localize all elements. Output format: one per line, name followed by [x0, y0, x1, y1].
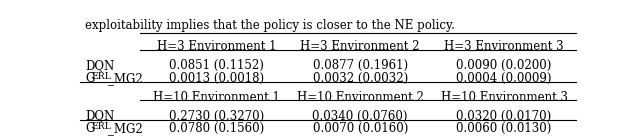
Text: 0.0320 (0.0170): 0.0320 (0.0170)	[456, 109, 552, 123]
Text: ERL: ERL	[92, 72, 111, 81]
Text: ⁠_MG2: ⁠_MG2	[108, 122, 143, 135]
Text: 0.0780 (0.1560): 0.0780 (0.1560)	[169, 122, 264, 135]
Text: 0.0851 (0.1152): 0.0851 (0.1152)	[169, 59, 264, 72]
Text: 0.0340 (0.0760): 0.0340 (0.0760)	[312, 109, 408, 123]
Text: 0.0013 (0.0018): 0.0013 (0.0018)	[169, 72, 264, 85]
Text: G: G	[85, 72, 94, 85]
Text: H=3 Environment 3: H=3 Environment 3	[444, 40, 564, 53]
Text: H=10 Environment 1: H=10 Environment 1	[153, 91, 280, 104]
Text: H=3 Environment 2: H=3 Environment 2	[301, 40, 420, 53]
Text: 0.0004 (0.0009): 0.0004 (0.0009)	[456, 72, 552, 85]
Text: ⁠_MG2: ⁠_MG2	[108, 72, 143, 85]
Text: G: G	[85, 122, 94, 135]
Text: ERL: ERL	[92, 122, 111, 131]
Text: exploitability implies that the policy is closer to the NE policy.: exploitability implies that the policy i…	[85, 19, 455, 33]
Text: H=10 Environment 2: H=10 Environment 2	[297, 91, 424, 104]
Text: H=3 Environment 1: H=3 Environment 1	[157, 40, 276, 53]
Text: H=10 Environment 3: H=10 Environment 3	[440, 91, 568, 104]
Text: 0.2730 (0.3270): 0.2730 (0.3270)	[169, 109, 264, 123]
Text: 0.0070 (0.0160): 0.0070 (0.0160)	[312, 122, 408, 135]
Text: 0.0032 (0.0032): 0.0032 (0.0032)	[312, 72, 408, 85]
Text: 0.0090 (0.0200): 0.0090 (0.0200)	[456, 59, 552, 72]
Text: 0.0877 (0.1961): 0.0877 (0.1961)	[313, 59, 408, 72]
Text: 0.0060 (0.0130): 0.0060 (0.0130)	[456, 122, 552, 135]
Text: DQN: DQN	[85, 109, 114, 123]
Text: DQN: DQN	[85, 59, 114, 72]
